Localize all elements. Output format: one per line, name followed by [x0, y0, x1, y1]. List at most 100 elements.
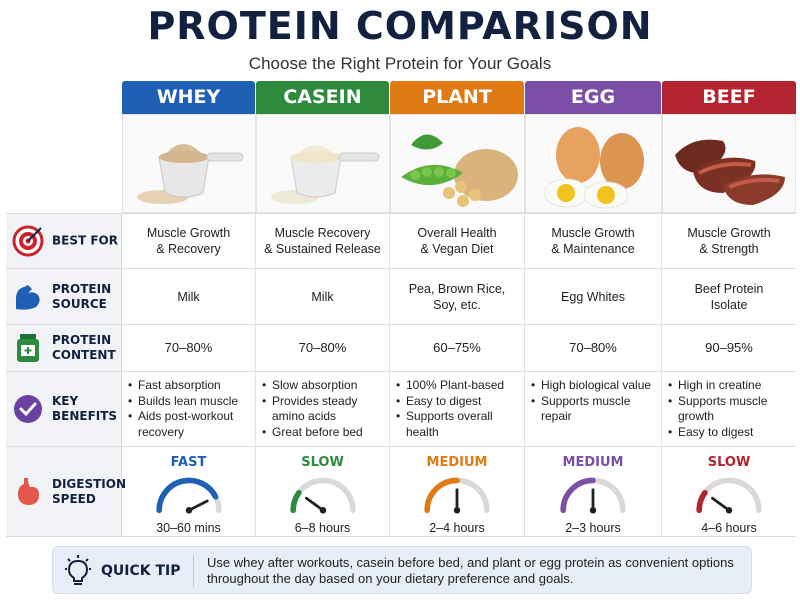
source-value: Milk [177, 289, 200, 304]
page-title: PROTEIN COMPARISON [147, 4, 653, 48]
speed-label: FAST [170, 455, 207, 470]
benefits-list: High biological value Supports muscle re… [531, 378, 657, 425]
list-item: Great before bed [262, 425, 385, 441]
cell-best-for-beef: Muscle Growth & Strength [662, 214, 796, 268]
column-header-whey: WHEY [122, 81, 255, 114]
gauge-arc [155, 477, 222, 514]
row-best-for: BEST FOR Muscle Growth & Recovery Muscle… [6, 213, 796, 268]
source-value: Egg Whites [561, 289, 625, 304]
cell-source-beef: Beef Protein Isolate [662, 269, 796, 324]
eggs-icon [543, 127, 644, 209]
cell-source-egg: Egg Whites [525, 269, 662, 324]
gauge-icon [560, 477, 626, 514]
row-label-digestion-speed: DIGESTION SPEED [6, 447, 127, 536]
beef-steak-icon [675, 139, 785, 205]
cell-benefits-plant: 100% Plant-based Easy to digest Supports… [390, 372, 525, 446]
stomach-icon [18, 477, 39, 505]
cell-content-egg: 70–80% [525, 325, 662, 371]
gauge-hub [725, 507, 733, 514]
row-protein-source: PROTEIN SOURCE Milk Milk Pea, Brown Rice… [6, 268, 796, 324]
gauge-icon [155, 477, 222, 514]
row-key-benefits: KEY BENEFITS Fast absorption Builds lean… [6, 371, 796, 446]
cell-source-plant: Pea, Brown Rice, Soy, etc. [390, 269, 525, 324]
source-value: Pea, Brown Rice, Soy, etc. [408, 281, 506, 312]
list-item: High biological value [531, 378, 657, 394]
cell-best-for-plant: Overall Health & Vegan Diet [390, 214, 525, 268]
gauge-arc [560, 477, 596, 514]
speed-label: MEDIUM [426, 455, 488, 470]
cell-digestion-beef: SLOW 4–6 hours [662, 447, 796, 536]
cell-content-casein: 70–80% [256, 325, 390, 371]
cell-digestion-egg: MEDIUM 2–3 hours [525, 447, 662, 536]
digestion-time: 6–8 hours [294, 521, 351, 535]
benefits-list: 100% Plant-based Easy to digest Supports… [396, 378, 520, 440]
digestion-time: 30–60 mins [156, 521, 221, 535]
cell-benefits-casein: Slow absorption Provides steady amino ac… [256, 372, 390, 446]
source-value: Beef Protein Isolate [694, 281, 764, 312]
column-header-beef: BEEF [662, 81, 796, 114]
gauge-arc [424, 477, 460, 514]
speed-label: MEDIUM [562, 455, 624, 470]
gauge-icon [696, 477, 762, 514]
best-for-value: Muscle Growth & Maintenance [551, 226, 635, 256]
gauge-arc [289, 477, 356, 514]
protein-powder-scoop-icon [137, 144, 244, 204]
benefits-list: Fast absorption Builds lean muscle Aids … [128, 378, 251, 440]
list-item: Aids post-workout recovery [128, 409, 251, 440]
digestion-time: 2–4 hours [429, 521, 485, 535]
speed-label: SLOW [707, 455, 751, 470]
gauge-arc [696, 489, 708, 514]
row-label-text: KEY BENEFITS [52, 394, 118, 423]
benefits-list: Slow absorption Provides steady amino ac… [262, 378, 385, 440]
list-item: High in creatine [668, 378, 792, 394]
cell-benefits-beef: High in creatine Supports muscle growth … [662, 372, 796, 446]
gauge-needle [187, 499, 209, 512]
cell-best-for-casein: Muscle Recovery & Sustained Release [256, 214, 390, 268]
row-label-text: PROTEIN CONTENT [52, 333, 116, 362]
cell-source-casein: Milk [256, 269, 390, 324]
source-value: Milk [311, 289, 334, 304]
row-digestion-speed: DIGESTION SPEED FAST 30–60 mins SLOW 6–8… [6, 446, 796, 537]
digestion-time: 2–3 hours [565, 521, 621, 535]
cell-digestion-plant: MEDIUM 2–4 hours [390, 447, 525, 536]
cell-source-whey: Milk [122, 269, 256, 324]
row-label-best-for: BEST FOR [6, 214, 122, 268]
gauge-arc [289, 489, 302, 514]
list-item: Provides steady amino acids [262, 394, 385, 425]
casein-image [256, 114, 390, 213]
speed-label: SLOW [301, 455, 344, 470]
target-icon [12, 225, 44, 257]
egg-image [525, 114, 662, 213]
gauge-needle [711, 496, 731, 512]
comparison-table: WHEY CASEIN PLANT EGG BEEF [6, 81, 796, 537]
cell-benefits-whey: Fast absorption Builds lean muscle Aids … [122, 372, 256, 446]
supplement-jar-icon [17, 334, 39, 362]
cell-content-plant: 60–75% [390, 325, 525, 371]
gauge-arc [155, 477, 218, 514]
cell-content-whey: 70–80% [122, 325, 256, 371]
cell-content-beef: 90–95% [705, 340, 753, 355]
best-for-value: Muscle Growth & Recovery [146, 226, 231, 256]
list-item: Supports muscle growth [668, 394, 792, 425]
quick-tip-label: QUICK TIP [101, 563, 181, 579]
gauge-arc [696, 477, 762, 514]
cell-digestion-whey: FAST 30–60 mins [122, 447, 256, 536]
row-label-key-benefits: KEY BENEFITS [6, 372, 122, 446]
row-label-text: DIGESTION SPEED [52, 476, 127, 506]
row-label-text: PROTEIN SOURCE [52, 281, 112, 311]
list-item: Easy to digest [396, 394, 520, 410]
best-for-value: Muscle Recovery & Sustained Release [264, 226, 381, 256]
cell-benefits-egg: High biological value Supports muscle re… [525, 372, 662, 446]
digestion-time: 4–6 hours [701, 521, 757, 535]
quick-tip-box: QUICK TIP Use whey after workouts, casei… [52, 546, 752, 594]
gauge-icon [424, 477, 490, 514]
cell-best-for-whey: Muscle Growth & Recovery [122, 214, 256, 268]
cell-best-for-egg: Muscle Growth & Maintenance [525, 214, 662, 268]
row-label-protein-source: PROTEIN SOURCE [6, 269, 122, 324]
gauge-hub [453, 507, 461, 514]
beef-image [662, 114, 796, 213]
lightbulb-icon [65, 555, 91, 585]
plant-image [390, 114, 525, 213]
flexed-arm-icon [16, 284, 40, 310]
casein-powder-scoop-icon [271, 145, 380, 204]
